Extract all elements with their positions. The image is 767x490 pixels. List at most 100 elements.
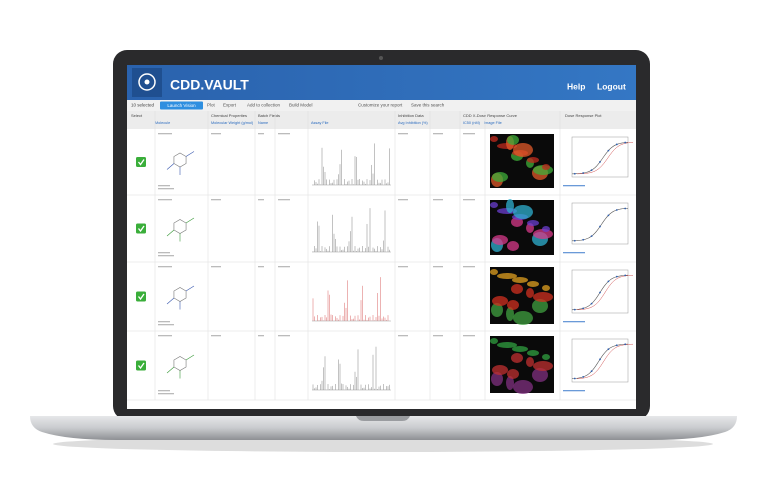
cell-text — [258, 199, 264, 201]
column-group: CDD X-Dose Response Curve — [463, 113, 518, 118]
micro-cell — [527, 220, 539, 226]
launch-button[interactable] — [160, 101, 203, 110]
toolbar-action[interactable]: Customize your report — [358, 103, 403, 108]
micro-cell — [533, 292, 553, 302]
micro-cell — [511, 353, 523, 363]
cell-text — [398, 335, 408, 337]
launch-label: Launch Vision — [167, 103, 196, 108]
cell-text — [398, 266, 408, 268]
dose-point — [599, 225, 601, 228]
micro-cell — [507, 241, 519, 251]
cell-text — [211, 335, 221, 337]
toolbar-action[interactable]: Plot — [207, 103, 216, 108]
cell-text — [398, 133, 408, 135]
micro-cell — [506, 199, 514, 213]
micro-cell — [491, 303, 503, 317]
nav-link[interactable]: Logout — [597, 81, 626, 91]
cell-text — [158, 252, 170, 254]
checkbox[interactable] — [136, 291, 146, 302]
column-header[interactable]: Molecular Weight (g/mol) — [211, 121, 254, 125]
micro-cell — [542, 354, 550, 360]
dose-point — [607, 348, 610, 351]
cell-text — [158, 188, 174, 190]
laptop-base — [30, 416, 737, 440]
cell-text — [158, 335, 172, 337]
cell-text — [433, 133, 443, 135]
dose-point — [573, 172, 576, 175]
micro-cell — [532, 299, 548, 313]
toolbar-action[interactable]: Build Model — [289, 103, 313, 108]
logo-dot — [144, 79, 150, 85]
checkmark — [137, 362, 145, 370]
column-header[interactable]: IC50 (nM) — [463, 121, 481, 125]
toolbar — [127, 100, 636, 111]
cell-text — [211, 266, 221, 268]
cell-text — [278, 335, 290, 337]
cell-text — [158, 199, 172, 201]
dose-point — [599, 291, 601, 294]
selected-count: 10 selected — [131, 103, 155, 108]
micro-cell — [492, 296, 508, 306]
dose-point — [590, 235, 593, 238]
checkbox[interactable] — [136, 360, 146, 371]
app-header — [127, 65, 636, 100]
micro-cell — [513, 143, 533, 157]
micro-cell — [527, 281, 539, 287]
dose-point — [607, 149, 610, 152]
toolbar-action[interactable]: Add to collection — [247, 103, 281, 108]
micro-cell — [513, 380, 533, 394]
checkbox[interactable] — [136, 223, 146, 234]
micro-cell — [490, 338, 498, 344]
dose-curve-alt — [576, 343, 634, 379]
micro-cell — [513, 205, 533, 219]
micro-cell — [542, 226, 550, 232]
nav-link[interactable]: Help — [567, 81, 585, 91]
cell-text — [158, 255, 174, 257]
dose-point — [582, 375, 585, 378]
micro-cell — [512, 277, 528, 283]
dose-point — [599, 161, 601, 163]
checkmark — [137, 293, 145, 301]
micro-cell — [507, 369, 519, 379]
molecule-bond — [166, 285, 195, 310]
micro-cell — [507, 300, 519, 310]
camera — [379, 56, 383, 60]
micro-cell — [497, 273, 517, 279]
cell-text — [463, 335, 475, 337]
column-group: Chemical Properties — [211, 113, 247, 118]
cell-text — [158, 390, 170, 392]
micro-cell — [526, 288, 534, 298]
column-header[interactable]: Molecule — [155, 121, 170, 125]
dose-point — [615, 275, 618, 278]
dose-point — [607, 280, 610, 283]
cell-text — [463, 199, 475, 201]
column-header[interactable]: Name — [258, 121, 268, 125]
micro-cell — [511, 284, 523, 294]
dose-point — [615, 143, 618, 146]
column-header[interactable]: Avg Inhibition (%) — [398, 121, 428, 125]
dose-point — [607, 214, 610, 217]
micro-cell — [490, 269, 498, 275]
micro-cell — [507, 135, 519, 145]
micro-cell — [491, 372, 503, 386]
toolbar-action[interactable]: Export — [223, 103, 237, 108]
dose-point — [582, 307, 585, 310]
micro-cell — [527, 350, 539, 356]
cell-text — [158, 321, 170, 323]
toolbar-action[interactable]: Save this search — [411, 103, 445, 108]
column-header[interactable]: Image File — [484, 121, 502, 125]
micro-cell — [533, 361, 553, 371]
cell-text — [158, 185, 170, 187]
plot-frame — [571, 136, 629, 178]
cell-text — [433, 266, 443, 268]
dose-point — [573, 308, 576, 311]
column-group: Select — [131, 113, 143, 118]
dose-point — [590, 302, 593, 305]
column-header[interactable]: Assay File — [311, 121, 329, 125]
micro-cell — [526, 357, 534, 367]
checkbox[interactable] — [136, 157, 146, 167]
dose-point — [615, 209, 618, 211]
cell-text — [211, 133, 221, 135]
cell-text — [258, 266, 264, 268]
